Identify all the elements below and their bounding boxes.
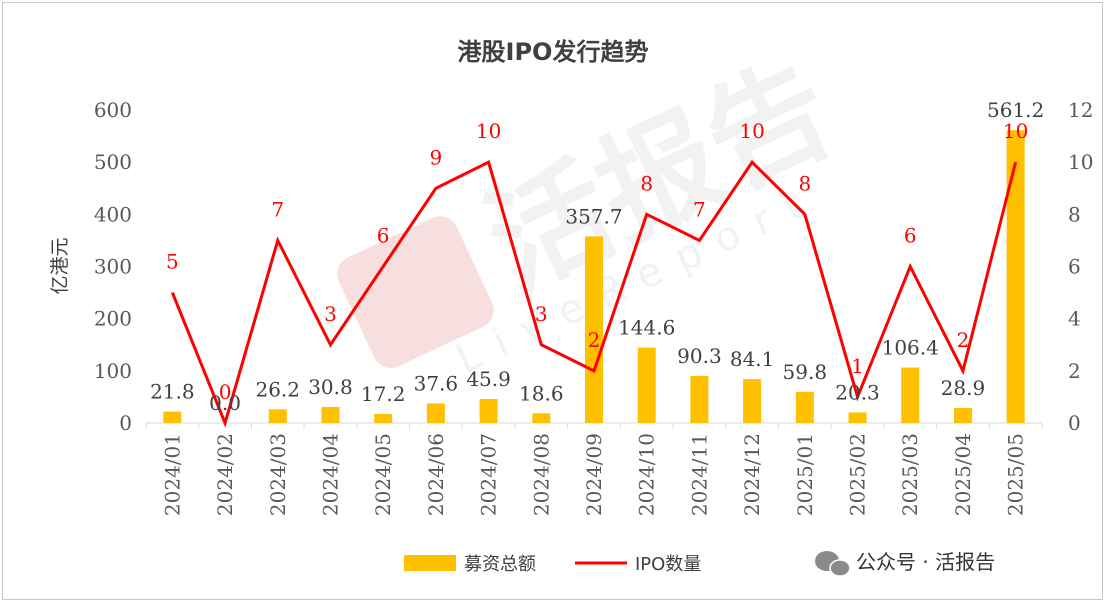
bar bbox=[479, 399, 498, 423]
bar-value-label: 21.8 bbox=[150, 380, 195, 404]
x-tick-label: 2024/05 bbox=[371, 433, 395, 516]
y-right-tick-label: 6 bbox=[1068, 255, 1081, 279]
line-value-label: 1 bbox=[851, 354, 864, 378]
y-left-tick-label: 200 bbox=[94, 307, 132, 331]
legend-swatch-bar bbox=[404, 555, 456, 571]
x-tick-label: 2024/12 bbox=[740, 433, 764, 516]
bar bbox=[953, 407, 972, 423]
bar-value-label: 45.9 bbox=[466, 367, 511, 391]
y-left-tick-label: 400 bbox=[94, 202, 132, 226]
x-tick-label: 2025/02 bbox=[846, 433, 870, 516]
line-value-label: 5 bbox=[166, 250, 179, 274]
bar bbox=[321, 406, 340, 423]
legend-label-line: IPO数量 bbox=[635, 554, 701, 575]
bar bbox=[901, 367, 920, 423]
bar-value-label: 106.4 bbox=[882, 335, 939, 359]
line-series bbox=[170, 159, 1018, 428]
line-value-label: 7 bbox=[693, 197, 706, 221]
line-value-label: 2 bbox=[588, 328, 601, 352]
legend-label-bar: 募资总额 bbox=[464, 554, 536, 575]
bar-value-label: 59.8 bbox=[783, 360, 828, 384]
x-tick-label: 2024/04 bbox=[318, 433, 342, 516]
line-value-label: 0 bbox=[219, 380, 232, 404]
line-value-label: 10 bbox=[476, 119, 501, 143]
y-left-tick-label: 0 bbox=[119, 411, 132, 435]
bar bbox=[848, 412, 867, 423]
bar bbox=[690, 375, 709, 423]
y-right-tick-label: 10 bbox=[1068, 150, 1093, 174]
bar-value-label: 0.0 bbox=[209, 391, 241, 415]
bar bbox=[163, 411, 182, 423]
bar-value-label: 357.7 bbox=[565, 204, 622, 228]
x-tick-label: 2025/01 bbox=[793, 433, 817, 516]
bar bbox=[637, 347, 656, 423]
footer-brand-text: 公众号 · 活报告 bbox=[856, 550, 995, 574]
bar-value-label: 561.2 bbox=[987, 98, 1044, 122]
y-right-tick-label: 0 bbox=[1068, 411, 1081, 435]
x-tick-label: 2024/03 bbox=[266, 433, 290, 516]
line-value-label: 8 bbox=[640, 171, 653, 195]
bar bbox=[426, 403, 445, 423]
bar bbox=[268, 409, 287, 423]
y-axis-left-label: 亿港元 bbox=[49, 237, 71, 294]
line-value-label: 10 bbox=[1003, 119, 1028, 143]
bar bbox=[1006, 130, 1025, 423]
bar-value-label: 26.2 bbox=[255, 377, 300, 401]
line-value-label: 3 bbox=[535, 302, 548, 326]
bar-value-label: 30.8 bbox=[308, 375, 353, 399]
line-value-label: 2 bbox=[957, 328, 970, 352]
bar bbox=[585, 236, 603, 423]
y-right-tick-label: 8 bbox=[1068, 202, 1081, 226]
legend: 募资总额 IPO数量 bbox=[404, 554, 701, 575]
y-left-tick-label: 500 bbox=[94, 150, 132, 174]
bar-value-label: 18.6 bbox=[519, 381, 564, 405]
y-right-tick-label: 12 bbox=[1068, 98, 1093, 122]
bar bbox=[532, 413, 551, 423]
line-value-label: 7 bbox=[271, 197, 284, 221]
y-left-tick-label: 100 bbox=[94, 359, 132, 383]
bar-series bbox=[163, 130, 1025, 423]
line-value-label: 10 bbox=[739, 119, 764, 143]
bar bbox=[374, 414, 393, 423]
y-left-tick-label: 300 bbox=[94, 255, 132, 279]
line-value-label: 9 bbox=[430, 145, 443, 169]
bar-value-label: 17.2 bbox=[361, 382, 406, 406]
x-tick-label: 2024/10 bbox=[635, 433, 659, 516]
x-tick-label: 2024/02 bbox=[213, 433, 237, 516]
bar-value-label: 84.1 bbox=[730, 347, 775, 371]
y-right-tick-label: 4 bbox=[1068, 307, 1081, 331]
bar-value-label: 90.3 bbox=[677, 344, 722, 368]
x-tick-label: 2024/06 bbox=[424, 433, 448, 516]
line-value-label: 6 bbox=[904, 224, 917, 248]
line-value-label: 3 bbox=[324, 302, 337, 326]
bar-value-label: 28.9 bbox=[941, 376, 986, 400]
bar bbox=[743, 379, 762, 423]
x-tick-label: 2024/08 bbox=[529, 433, 553, 516]
footer-brand: 公众号 · 活报告 bbox=[815, 550, 995, 577]
x-tick-label: 2024/11 bbox=[687, 433, 711, 516]
chart-title: 港股IPO发行趋势 bbox=[458, 38, 649, 66]
line-path bbox=[170, 159, 1018, 428]
line-value-label: 6 bbox=[377, 224, 390, 248]
x-tick-label: 2025/05 bbox=[1004, 433, 1028, 516]
x-tick-label: 2025/04 bbox=[951, 433, 975, 516]
x-tick-label: 2025/03 bbox=[898, 433, 922, 516]
bar-value-label: 20.3 bbox=[835, 380, 880, 404]
x-tick-label: 2024/09 bbox=[582, 433, 606, 516]
bar-value-label: 37.6 bbox=[414, 371, 459, 395]
x-tick-label: 2024/07 bbox=[477, 433, 501, 516]
line-value-label: 8 bbox=[798, 171, 811, 195]
data-labels: 21.8 0.0 26.2 30.8 17.2 37.6 45.9 18.6 357.7 144.… bbox=[150, 98, 1044, 415]
x-tick-label: 2024/01 bbox=[160, 433, 184, 516]
wechat-icon bbox=[815, 551, 851, 577]
bar bbox=[795, 391, 814, 423]
y-left-tick-label: 600 bbox=[94, 98, 132, 122]
y-right-tick-label: 2 bbox=[1068, 359, 1081, 383]
bar-value-label: 144.6 bbox=[618, 316, 675, 340]
